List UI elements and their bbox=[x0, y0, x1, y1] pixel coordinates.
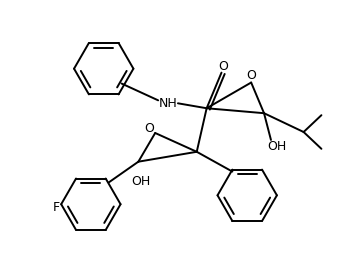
Text: O: O bbox=[219, 60, 228, 73]
Text: NH: NH bbox=[159, 97, 177, 110]
Text: F: F bbox=[53, 201, 60, 214]
Text: OH: OH bbox=[267, 140, 286, 153]
Text: O: O bbox=[246, 69, 256, 82]
Text: OH: OH bbox=[132, 175, 151, 188]
Text: O: O bbox=[144, 121, 154, 135]
